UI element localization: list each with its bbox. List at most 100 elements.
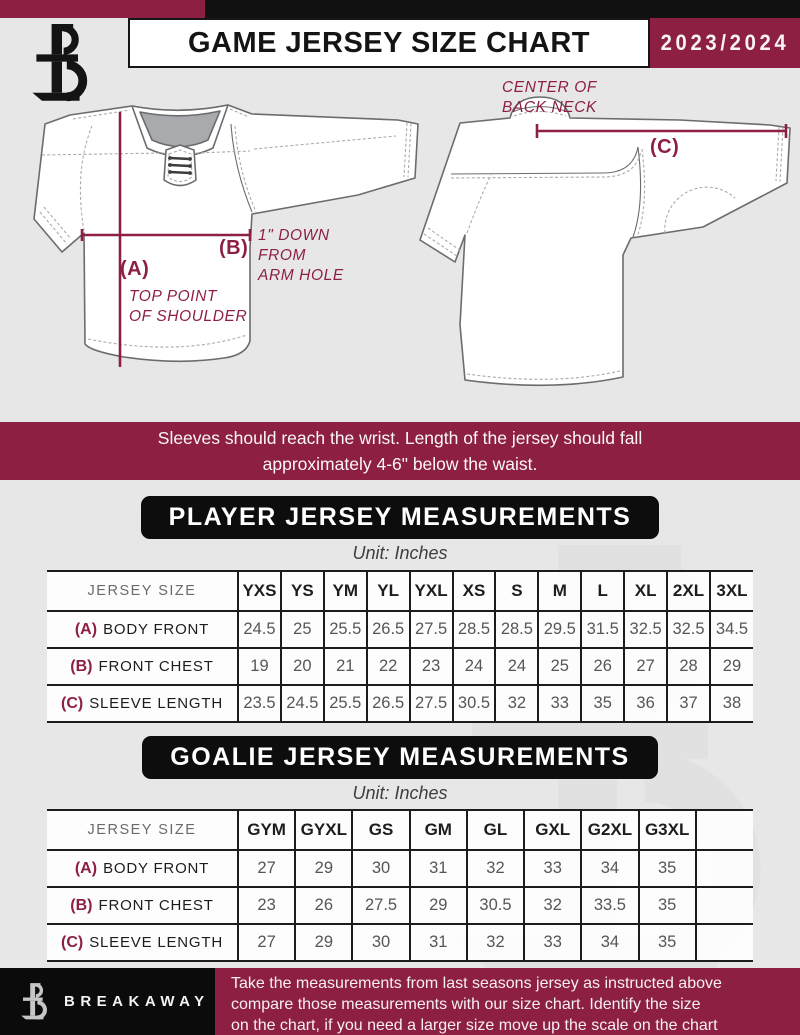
- measurement-value: 34: [580, 924, 639, 961]
- size-column-header: YM: [322, 571, 367, 611]
- measurement-key: (C): [61, 694, 84, 712]
- measurement-value: 32: [494, 685, 539, 722]
- measurement-value: [694, 924, 753, 961]
- front-jersey-diagram: [33, 104, 419, 363]
- size-column-header: L: [580, 571, 625, 611]
- measurement-value: 36: [623, 685, 668, 722]
- measure-b-note: 1" DOWN FROM ARM HOLE: [258, 227, 344, 285]
- measurement-value: 27: [236, 924, 296, 961]
- measurement-lines: [80, 112, 788, 367]
- measurement-value: 28.5: [494, 611, 539, 648]
- measurement-value: 35: [637, 887, 696, 924]
- measurement-name: FRONT CHEST: [98, 657, 214, 675]
- measurement-value: 35: [637, 850, 696, 887]
- measurement-value: 30.5: [451, 685, 496, 722]
- measurement-name: BODY FRONT: [103, 859, 210, 877]
- footer-brand-box: BREAKAWAY: [0, 968, 215, 1035]
- size-column-header: YXL: [408, 571, 453, 611]
- title-banner: GAME JERSEY SIZE CHART: [128, 18, 650, 68]
- goalie-section-header: GOALIE JERSEY MEASUREMENTS: [0, 736, 800, 779]
- measurement-row-label: (B) FRONT CHEST: [47, 648, 238, 685]
- measurement-row-label: (A) BODY FRONT: [47, 611, 238, 648]
- measurement-value: [694, 887, 753, 924]
- measurement-row: (A) BODY FRONT 24.5 25 25.5 26.5 27.5 28.5 28.5 2…: [47, 611, 753, 648]
- size-column-header: GS: [351, 810, 410, 850]
- size-column-header: 3XL: [708, 571, 753, 611]
- measurement-name: SLEEVE LENGTH: [89, 933, 223, 951]
- measurement-value: 32.5: [666, 611, 710, 648]
- measurement-value: 23: [236, 887, 296, 924]
- measurement-value: 24: [494, 648, 539, 685]
- measurement-value: 32.5: [623, 611, 668, 648]
- measurement-value: 35: [637, 924, 696, 961]
- measurement-value: 26.5: [365, 611, 410, 648]
- measurement-value: 22: [365, 648, 410, 685]
- player-unit-label: Unit: Inches: [352, 543, 448, 563]
- size-column-header: 2XL: [666, 571, 710, 611]
- measurement-row: (C) SLEEVE LENGTH 27 29 30 31 32 33 34 35: [47, 924, 753, 961]
- measurement-value: 27.5: [408, 685, 453, 722]
- measurement-value: 33: [523, 850, 582, 887]
- player-section-title: PLAYER JERSEY MEASUREMENTS: [140, 496, 660, 539]
- fit-note-line2: approximately 4-6" below the waist.: [262, 454, 538, 474]
- measure-b-key: (B): [219, 237, 249, 259]
- table-size-header: JERSEY SIZE: [87, 583, 197, 599]
- measurement-value: 27.5: [351, 887, 410, 924]
- measurement-value: 26.5: [365, 685, 410, 722]
- measurement-row: (B) FRONT CHEST 19 20 21 22 23 24 24 25 26 27 28 29: [47, 648, 753, 685]
- goalie-measurements-table: JERSEY SIZE GYM GYXL GS GM GL GXL G2XL G3XL (A) BO…: [47, 809, 753, 962]
- goalie-section-title: GOALIE JERSEY MEASUREMENTS: [142, 736, 658, 779]
- size-column-header: G3XL: [637, 810, 696, 850]
- measurement-row: (A) BODY FRONT 27 29 30 31 32 33 34 35: [47, 850, 753, 887]
- page-title: GAME JERSEY SIZE CHART: [187, 26, 591, 59]
- footer-breakaway-logo: [20, 983, 54, 1021]
- measurement-value: 25.5: [322, 611, 367, 648]
- player-section-header: PLAYER JERSEY MEASUREMENTS: [0, 496, 800, 539]
- measurement-name: SLEEVE LENGTH: [89, 694, 223, 712]
- size-column-header: XL: [623, 571, 668, 611]
- measurement-value: 29: [708, 648, 753, 685]
- season-badge: 2023/2024: [650, 18, 800, 68]
- measurement-value: 33: [523, 924, 582, 961]
- measurement-value: 38: [708, 685, 753, 722]
- measurement-name: FRONT CHEST: [98, 896, 214, 914]
- measurement-value: 21: [322, 648, 367, 685]
- size-column-header: GXL: [523, 810, 582, 850]
- measurement-row-label: (C) SLEEVE LENGTH: [47, 924, 238, 961]
- footer-brand-name: BREAKAWAY: [64, 993, 210, 1010]
- measurement-row: (B) FRONT CHEST 23 26 27.5 29 30.5 32 33.5 35: [47, 887, 753, 924]
- size-column-header: YL: [365, 571, 410, 611]
- measurement-row: (C) SLEEVE LENGTH 23.5 24.5 25.5 26.5 27.5 30.5…: [47, 685, 753, 722]
- measurement-value: 32: [523, 887, 582, 924]
- measurement-row-label: (B) FRONT CHEST: [47, 887, 238, 924]
- measurement-value: 33.5: [580, 887, 639, 924]
- measurement-value: 30: [351, 924, 410, 961]
- breakaway-logo: [30, 24, 102, 104]
- measurement-value: 25: [279, 611, 324, 648]
- measurement-value: 28.5: [451, 611, 496, 648]
- measurement-value: 25.5: [322, 685, 367, 722]
- measure-c-key: (C): [650, 136, 680, 158]
- back-jersey-diagram: [419, 96, 791, 387]
- measurement-value: 19: [237, 648, 281, 685]
- size-column-header: XS: [451, 571, 496, 611]
- player-measurements-table: JERSEY SIZE YXS YS YM YL YXL XS S M L XL 2XL 3XL (A) B…: [47, 570, 753, 723]
- measurement-value: 32: [465, 850, 525, 887]
- measurement-value: 27.5: [408, 611, 453, 648]
- measurement-value: 26: [580, 648, 625, 685]
- measurement-value: 34.5: [708, 611, 753, 648]
- measurement-value: 25: [537, 648, 582, 685]
- measurement-value: 29: [294, 850, 353, 887]
- measurement-value: 20: [279, 648, 324, 685]
- measurement-value: 34: [580, 850, 639, 887]
- size-column-header: YS: [279, 571, 324, 611]
- season-label: 2023/2024: [660, 30, 790, 55]
- measurement-row-label: (C) SLEEVE LENGTH: [47, 685, 238, 722]
- measurement-row-label: (A) BODY FRONT: [47, 850, 238, 887]
- measurement-value: 30: [351, 850, 410, 887]
- measure-c-note: CENTER OF BACK NECK: [502, 79, 597, 117]
- measure-a-key: (A): [120, 258, 150, 280]
- size-column-header: S: [494, 571, 539, 611]
- size-column-header: M: [537, 571, 582, 611]
